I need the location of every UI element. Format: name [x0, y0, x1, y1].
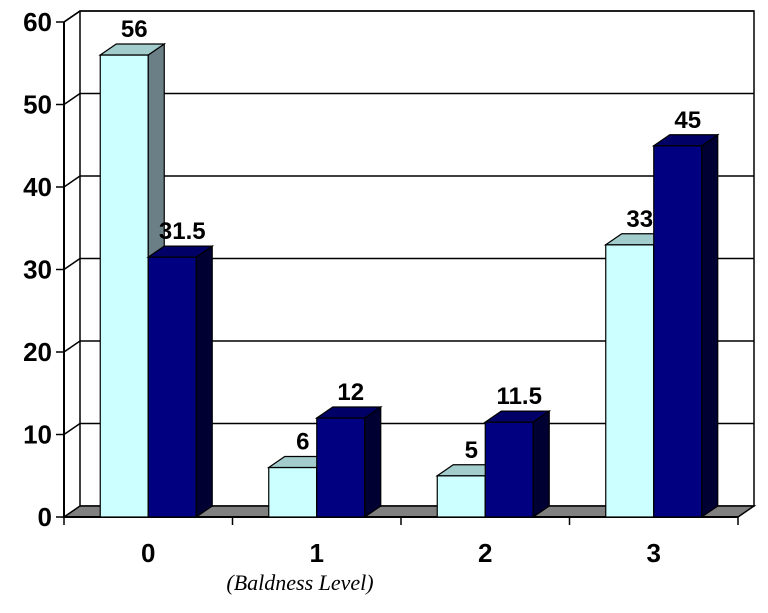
bar-front: [99, 54, 149, 518]
x-tick-label: 1: [310, 538, 324, 568]
gridline-depth: [63, 340, 81, 353]
gridline-depth: [63, 92, 81, 106]
bars: [98, 42, 720, 519]
gridline-depth: [63, 257, 81, 271]
bar-value-label: 31.5: [159, 218, 206, 245]
bar-side: [364, 405, 382, 519]
bar-value-label: 56: [121, 16, 148, 43]
y-tick-label: 20: [23, 337, 52, 367]
y-tick-label: 40: [23, 172, 52, 202]
bar-value-label: 12: [337, 379, 364, 406]
bar-front: [484, 421, 534, 518]
bar-side: [701, 133, 719, 519]
bar-value-label: 11.5: [497, 383, 542, 410]
y-tick-label: 0: [38, 502, 52, 532]
x-axis-tick-labels: 0 1 2 3: [141, 538, 661, 568]
x-tick-label: 2: [478, 538, 492, 568]
bar-front: [605, 244, 655, 518]
bar-value-label: 33: [626, 206, 653, 233]
gridline-depth: [63, 422, 81, 436]
bar-front: [436, 475, 486, 518]
bar-top: [146, 245, 215, 258]
y-tick-label: 60: [23, 7, 52, 37]
bar-value-label: 45: [674, 107, 701, 134]
y-tick-label: 30: [23, 255, 52, 285]
bar-front: [316, 417, 366, 518]
y-tick-label: 50: [23, 90, 52, 120]
y-tick-label: 10: [23, 420, 52, 450]
bar-front: [268, 466, 318, 518]
x-axis-title: (Baldness Level): [226, 570, 373, 595]
gridline-depth: [63, 175, 81, 188]
y-axis-top-edge: [63, 10, 81, 23]
bar-value-label: 5: [465, 437, 478, 464]
bar-top: [314, 406, 383, 419]
data-labels: 56 31.5 6 12 5 11.5 33 45: [121, 16, 701, 464]
bar-side: [195, 244, 213, 519]
bar-side: [532, 409, 550, 519]
bar-value-label: 6: [296, 429, 309, 456]
y-axis-tick-labels: 0 10 20 30 40 50 60: [23, 7, 52, 532]
bar-front: [147, 256, 197, 518]
bar-top: [483, 410, 552, 423]
bar-front: [653, 145, 703, 518]
bar-top: [651, 134, 720, 147]
x-tick-label: 0: [141, 538, 155, 568]
bar-top: [98, 43, 167, 56]
x-tick-label: 3: [647, 538, 661, 568]
